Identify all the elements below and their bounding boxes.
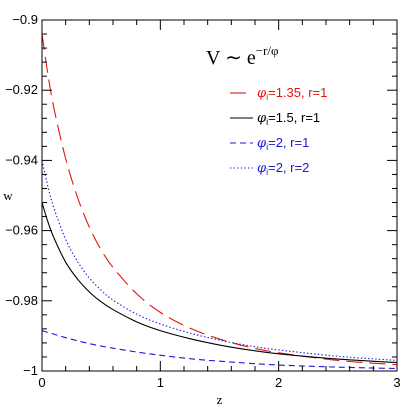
potential-formula: V ∼ e−r/φ bbox=[206, 43, 279, 69]
ticks-layer bbox=[41, 19, 398, 372]
x-tick-label: 0 bbox=[38, 375, 45, 390]
legend-params: =2, r=1 bbox=[268, 135, 309, 150]
legend-params: =2, r=2 bbox=[268, 160, 309, 175]
legend-params: =1.5, r=1 bbox=[268, 110, 320, 125]
formula-base: V ∼ e bbox=[206, 47, 256, 69]
series-line-3 bbox=[41, 330, 398, 370]
legend-subscript: i bbox=[266, 167, 268, 177]
legend-subscript: i bbox=[266, 92, 268, 102]
x-tick-label: 3 bbox=[393, 375, 400, 390]
legend-label-4: φi=2, r=2 bbox=[257, 160, 309, 177]
y-tick-label: −0.96 bbox=[5, 223, 38, 238]
y-tick-label: −0.98 bbox=[5, 293, 38, 308]
y-tick-label: −0.94 bbox=[5, 152, 38, 167]
series-line-1 bbox=[41, 33, 398, 366]
series-line-4 bbox=[41, 160, 398, 362]
y-tick-label: −1 bbox=[23, 363, 38, 378]
legend-subscript: i bbox=[266, 117, 268, 127]
legend-label-1: φi=1.35, r=1 bbox=[257, 85, 327, 102]
x-tick-label: 1 bbox=[157, 375, 164, 390]
plot-frame bbox=[41, 19, 398, 372]
y-tick-label: −0.9 bbox=[12, 12, 38, 27]
legend: φi=1.35, r=1φi=1.5, r=1φi=2, r=1φi=2, r=… bbox=[230, 85, 327, 177]
x-axis-title: z bbox=[217, 392, 223, 407]
legend-subscript: i bbox=[266, 142, 268, 152]
y-axis-title: w bbox=[3, 188, 13, 203]
series-layer bbox=[41, 33, 398, 370]
series-line-2 bbox=[41, 202, 398, 364]
legend-label-2: φi=1.5, r=1 bbox=[257, 110, 320, 127]
legend-phi: φ bbox=[257, 136, 267, 151]
legend-phi: φ bbox=[257, 161, 267, 176]
tick-labels-layer: 0 1 2 3 −1 −0.98 −0.96 −0.94 −0.92 −0.9 bbox=[5, 12, 401, 390]
y-tick-label: −0.92 bbox=[5, 82, 38, 97]
legend-label-3: φi=2, r=1 bbox=[257, 135, 309, 152]
formula-exponent: −r/φ bbox=[256, 43, 279, 58]
x-tick-label: 2 bbox=[275, 375, 282, 390]
legend-phi: φ bbox=[257, 111, 267, 126]
legend-phi: φ bbox=[257, 86, 267, 101]
legend-params: =1.35, r=1 bbox=[268, 85, 327, 100]
